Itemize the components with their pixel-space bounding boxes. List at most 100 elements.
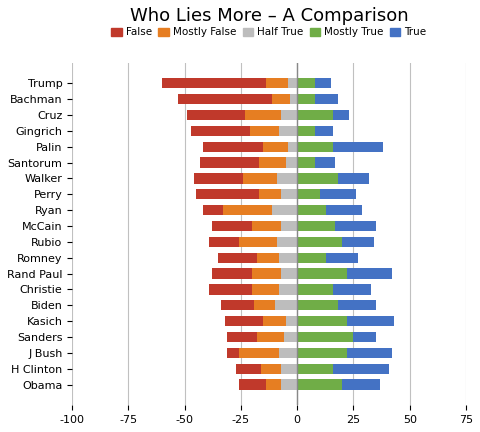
Bar — [209, 237, 239, 247]
Bar — [297, 364, 333, 374]
Bar — [223, 205, 273, 215]
Bar — [333, 284, 372, 295]
Bar — [237, 364, 261, 374]
Bar — [297, 142, 333, 152]
Bar — [239, 237, 277, 247]
Bar — [266, 379, 281, 390]
Bar — [228, 348, 239, 358]
Bar — [297, 189, 320, 200]
Bar — [257, 332, 284, 342]
Legend: False, Mostly False, Half True, Mostly True, True: False, Mostly False, Half True, Mostly T… — [108, 23, 431, 41]
Bar — [281, 268, 297, 279]
Bar — [281, 364, 297, 374]
Bar — [326, 253, 358, 263]
Bar — [225, 316, 264, 326]
Bar — [320, 189, 356, 200]
Bar — [209, 284, 252, 295]
Bar — [297, 126, 315, 136]
Bar — [315, 126, 333, 136]
Bar — [347, 316, 394, 326]
Title: Who Lies More – A Comparison: Who Lies More – A Comparison — [130, 7, 408, 25]
Bar — [288, 142, 297, 152]
Bar — [297, 300, 338, 311]
Bar — [297, 110, 333, 120]
Bar — [279, 126, 297, 136]
Bar — [297, 253, 326, 263]
Bar — [297, 268, 347, 279]
Bar — [264, 316, 286, 326]
Bar — [297, 78, 315, 89]
Bar — [326, 205, 362, 215]
Bar — [252, 284, 279, 295]
Bar — [281, 110, 297, 120]
Bar — [297, 158, 315, 168]
Bar — [347, 348, 392, 358]
Bar — [281, 189, 297, 200]
Bar — [297, 237, 342, 247]
Bar — [228, 332, 257, 342]
Bar — [264, 142, 288, 152]
Bar — [252, 268, 281, 279]
Bar — [178, 94, 273, 105]
Bar — [218, 253, 257, 263]
Bar — [338, 173, 369, 184]
Bar — [347, 268, 392, 279]
Bar — [259, 158, 286, 168]
Bar — [212, 268, 252, 279]
Bar — [266, 78, 288, 89]
Bar — [333, 364, 389, 374]
Bar — [315, 158, 336, 168]
Bar — [338, 300, 376, 311]
Bar — [275, 300, 297, 311]
Bar — [279, 253, 297, 263]
Bar — [254, 300, 275, 311]
Bar — [297, 94, 315, 105]
Bar — [212, 221, 252, 231]
Bar — [273, 205, 297, 215]
Bar — [281, 379, 297, 390]
Bar — [239, 348, 279, 358]
Bar — [221, 300, 254, 311]
Bar — [277, 173, 297, 184]
Bar — [297, 332, 353, 342]
Bar — [194, 173, 243, 184]
Bar — [342, 237, 374, 247]
Bar — [187, 110, 245, 120]
Bar — [201, 158, 259, 168]
Bar — [281, 221, 297, 231]
Bar — [252, 221, 281, 231]
Bar — [297, 284, 333, 295]
Bar — [259, 189, 281, 200]
Bar — [192, 126, 250, 136]
Bar — [279, 348, 297, 358]
Bar — [203, 142, 264, 152]
Bar — [297, 205, 326, 215]
Bar — [290, 94, 297, 105]
Bar — [342, 379, 381, 390]
Bar — [336, 221, 376, 231]
Bar — [297, 221, 336, 231]
Bar — [243, 173, 277, 184]
Bar — [315, 94, 338, 105]
Bar — [288, 78, 297, 89]
Bar — [284, 332, 297, 342]
Bar — [257, 253, 279, 263]
Bar — [297, 348, 347, 358]
Bar — [277, 237, 297, 247]
Bar — [286, 316, 297, 326]
Bar — [273, 94, 290, 105]
Bar — [261, 364, 281, 374]
Bar — [286, 158, 297, 168]
Bar — [315, 78, 331, 89]
Bar — [333, 110, 349, 120]
Bar — [196, 189, 259, 200]
Bar — [245, 110, 281, 120]
Bar — [250, 126, 279, 136]
Bar — [297, 316, 347, 326]
Bar — [162, 78, 266, 89]
Bar — [297, 173, 338, 184]
Bar — [353, 332, 376, 342]
Bar — [239, 379, 266, 390]
Bar — [279, 284, 297, 295]
Bar — [203, 205, 223, 215]
